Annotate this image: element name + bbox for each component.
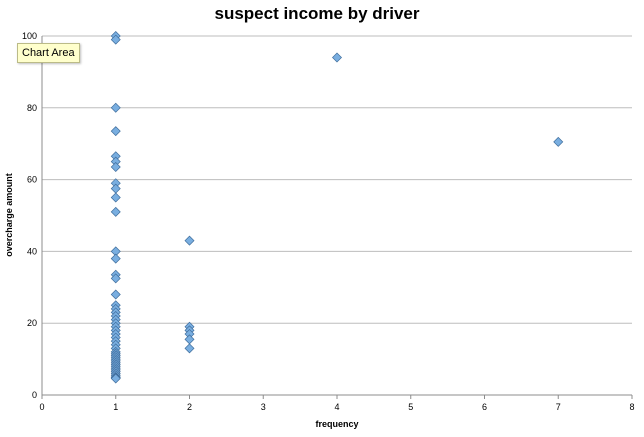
y-tick-label: 100 — [22, 31, 37, 41]
data-point[interactable] — [184, 334, 195, 345]
x-tick-label: 2 — [187, 402, 192, 412]
data-point[interactable] — [110, 373, 121, 384]
data-point[interactable] — [110, 206, 121, 217]
point-layer — [110, 31, 564, 384]
x-tick-label: 7 — [556, 402, 561, 412]
data-point[interactable] — [110, 273, 121, 284]
data-point[interactable] — [184, 343, 195, 354]
x-tick-label: 4 — [334, 402, 339, 412]
x-tick-label: 6 — [482, 402, 487, 412]
data-point[interactable] — [110, 253, 121, 264]
x-tick-label: 8 — [629, 402, 634, 412]
y-tick-label: 0 — [32, 390, 37, 400]
data-point[interactable] — [110, 102, 121, 113]
tick-layer: 0 20 40 60 80 100 0 1 2 3 4 5 6 7 8 — [22, 31, 635, 412]
grid-layer — [42, 35, 632, 324]
data-point[interactable] — [110, 126, 121, 137]
chart-area-tooltip: Chart Area — [17, 43, 80, 63]
data-point[interactable] — [184, 235, 195, 246]
x-tick-label: 0 — [39, 402, 44, 412]
data-point[interactable] — [110, 289, 121, 300]
chart-title: suspect income by driver — [214, 4, 419, 23]
y-tick-label: 40 — [27, 246, 37, 256]
data-point[interactable] — [110, 34, 121, 45]
x-tick-label: 3 — [261, 402, 266, 412]
axis-layer — [41, 36, 633, 399]
data-point[interactable] — [332, 52, 342, 63]
y-tick-label: 80 — [27, 103, 37, 113]
y-axis-label: overcharge amount — [4, 173, 14, 257]
data-point[interactable] — [110, 162, 121, 173]
data-point[interactable] — [110, 192, 121, 203]
x-tick-label: 1 — [113, 402, 118, 412]
data-point[interactable] — [110, 183, 121, 194]
y-tick-label: 20 — [27, 318, 37, 328]
x-tick-label: 5 — [408, 402, 413, 412]
x-axis-label: frequency — [315, 419, 358, 429]
y-tick-label: 60 — [27, 175, 37, 185]
data-point[interactable] — [553, 136, 564, 147]
